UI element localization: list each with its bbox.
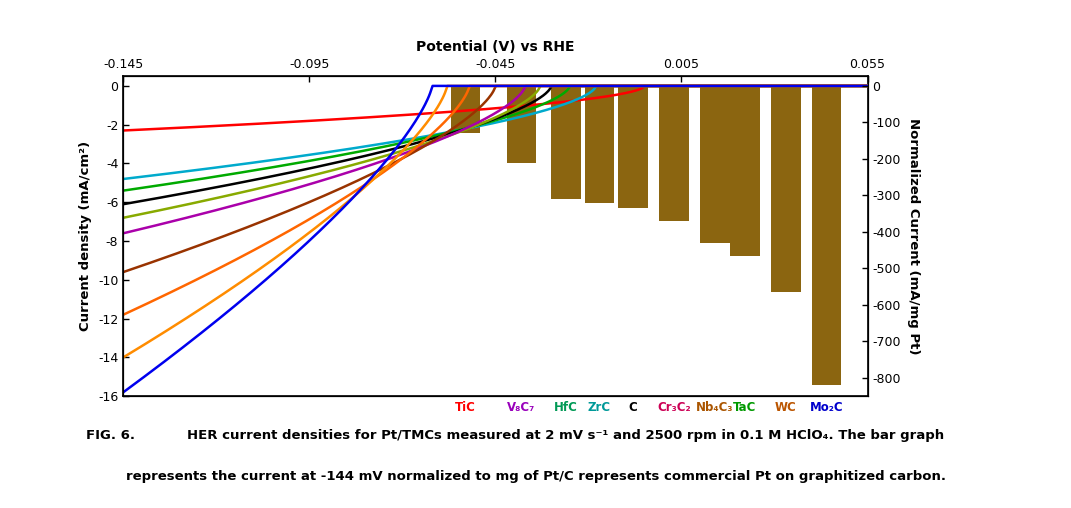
Bar xyxy=(700,86,729,243)
Bar xyxy=(507,86,537,163)
Bar xyxy=(552,86,580,199)
Bar xyxy=(585,86,615,203)
Text: HER current densities for Pt/TMCs measured at 2 mV s⁻¹ and 2500 rpm in 0.1 M HCl: HER current densities for Pt/TMCs measur… xyxy=(187,429,945,442)
Y-axis label: Normalized Current (mA/mg Pt): Normalized Current (mA/mg Pt) xyxy=(907,118,920,355)
Bar xyxy=(771,86,800,292)
Bar xyxy=(618,86,648,208)
Text: represents the current at -144 mV normalized to mg of Pt/C represents commercial: represents the current at -144 mV normal… xyxy=(125,470,946,483)
Bar xyxy=(451,86,481,133)
Y-axis label: Current density (mA/cm²): Current density (mA/cm²) xyxy=(79,141,92,331)
X-axis label: Potential (V) vs RHE: Potential (V) vs RHE xyxy=(417,41,574,54)
Bar xyxy=(659,86,689,221)
Bar xyxy=(812,86,842,385)
Text: FIG. 6.: FIG. 6. xyxy=(86,429,135,442)
Bar xyxy=(729,86,759,256)
